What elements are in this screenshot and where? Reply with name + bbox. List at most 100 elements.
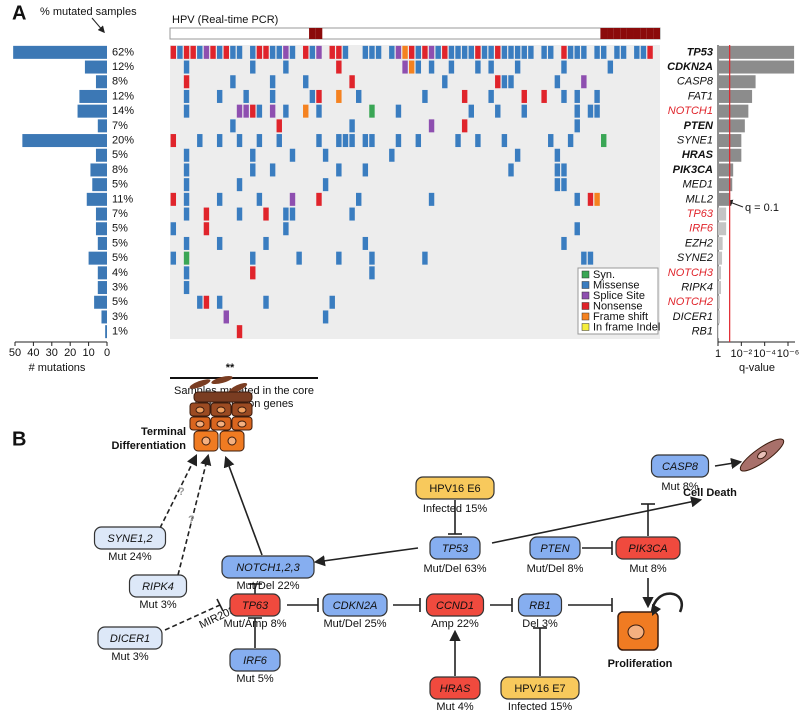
node-sub: Mut/Del 22%: [237, 580, 300, 592]
cell-death-label: Cell Death: [683, 487, 737, 499]
hpv-cell: [600, 28, 608, 39]
mutation-cell: [183, 236, 190, 250]
mutation-cell: [428, 192, 435, 206]
mutation-cell: [256, 134, 263, 148]
node-sub: Mut/Amp 8%: [224, 618, 287, 630]
terminal-label: Differentiation: [111, 440, 186, 452]
mutation-cell: [495, 75, 501, 89]
mutation-cell: [402, 60, 408, 74]
hpv-cell: [633, 28, 641, 39]
hpv-cell: [646, 28, 654, 39]
q-bar: [718, 236, 723, 250]
legend-swatch: [581, 270, 590, 279]
gene-name: RB1: [692, 326, 713, 338]
mutation-cell: [408, 45, 415, 59]
node-label: PTEN: [540, 543, 569, 555]
mutation-cell: [236, 207, 243, 221]
mutation-cell: [488, 60, 494, 74]
mutation-cell: [587, 104, 594, 118]
mutation-cell: [316, 45, 322, 59]
mutation-cell: [514, 148, 521, 162]
mutation-cell: [210, 45, 216, 59]
stars: **: [226, 362, 235, 374]
mutation-cell: [342, 45, 349, 59]
mutation-cell: [640, 45, 647, 59]
q-bar: [718, 281, 722, 295]
mutation-cell: [216, 134, 223, 148]
mutation-cell: [177, 45, 183, 59]
hpv-cell: [620, 28, 627, 39]
mutation-cell: [283, 222, 289, 236]
question-mark: ?: [188, 514, 195, 526]
mutation-cell: [395, 134, 402, 148]
mutation-cell: [170, 192, 177, 206]
q-bar: [718, 163, 734, 177]
node-box: [529, 536, 581, 560]
percent-label: 14%: [112, 105, 134, 117]
mutation-bar: [97, 266, 107, 280]
mutation-cell: [356, 192, 362, 206]
mutation-bar: [86, 192, 107, 206]
node-sub: Infected 15%: [423, 503, 487, 515]
mutation-cell: [243, 89, 249, 103]
q-bar: [718, 222, 727, 236]
mutation-bar: [84, 60, 107, 74]
gene-name: MLL2: [685, 193, 713, 205]
mutation-cell: [501, 75, 508, 89]
mutation-cell: [369, 104, 375, 118]
mutation-cell: [336, 45, 342, 59]
mutation-cell: [594, 104, 600, 118]
node-sub: Amp 22%: [431, 618, 479, 630]
mutation-cell: [183, 281, 190, 295]
node-box: [650, 454, 710, 478]
mutation-cell: [329, 295, 335, 309]
mutation-cell: [461, 119, 468, 133]
node-label: HPV16 E7: [514, 683, 565, 695]
mutation-cell: [203, 222, 210, 236]
mutation-cell: [561, 45, 567, 59]
tick-label: 10⁻⁴: [753, 348, 776, 360]
mutation-cell: [455, 134, 461, 148]
mutation-cell: [541, 45, 547, 59]
mutation-cell: [561, 236, 567, 250]
gene-name: FAT1: [688, 90, 713, 102]
legend-label: Frame shift: [593, 311, 648, 323]
gene-name: TP63: [687, 208, 714, 220]
mutation-cell: [581, 75, 587, 89]
node-box: [425, 593, 485, 617]
dying-cell: [739, 438, 785, 472]
node-label: RB1: [529, 600, 550, 612]
node-sub: Mut 4%: [436, 701, 474, 713]
mutation-cell: [422, 251, 428, 265]
mutation-cell: [250, 163, 256, 177]
mutation-cell: [528, 45, 534, 59]
mutation-cell: [514, 45, 521, 59]
mutation-cell: [216, 236, 223, 250]
node-box: [415, 476, 495, 500]
mutation-cell: [488, 45, 494, 59]
mutation-cell: [183, 45, 190, 59]
mutation-cell: [322, 148, 329, 162]
node-sub: Mut 8%: [661, 481, 699, 493]
mutation-cell: [183, 266, 190, 280]
percent-label: 1%: [112, 326, 128, 338]
q-bar: [718, 75, 756, 89]
node-sub: Mut 8%: [629, 563, 667, 575]
mutation-cell: [554, 75, 561, 89]
mutation-cell: [567, 45, 574, 59]
mutation-cell: [197, 134, 203, 148]
mutation-cell: [342, 134, 349, 148]
mutation-bar: [95, 148, 107, 162]
mutation-cell: [561, 163, 567, 177]
mutation-cell: [183, 251, 190, 265]
legend-label: Syn.: [593, 269, 615, 281]
mutation-cell: [455, 45, 461, 59]
mutation-cell: [461, 89, 468, 103]
q-annotation: q = 0.1: [745, 202, 779, 214]
mutation-cell: [289, 45, 296, 59]
proliferation-label: Proliferation: [608, 658, 673, 670]
hpv-cell: [640, 28, 647, 39]
node-sub: Mut/Del 63%: [424, 563, 487, 575]
mutation-cell: [216, 192, 223, 206]
mutation-cell: [389, 148, 395, 162]
